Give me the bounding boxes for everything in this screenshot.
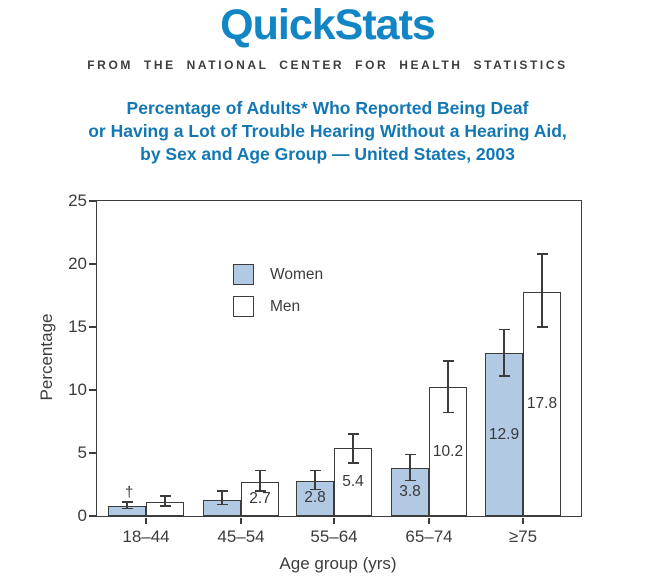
x-category-label-3: 65–74 (405, 527, 453, 546)
bar-value-label-women-3: 3.8 (399, 483, 421, 501)
y-tick-label-10: 10 (68, 380, 87, 399)
y-tick-mark-10 (89, 389, 96, 391)
x-tick-mark-4 (522, 517, 524, 524)
x-tick-mark-3 (428, 517, 430, 524)
y-tick-label-25: 25 (68, 191, 87, 210)
x-category-label-2: 55–64 (310, 527, 358, 546)
quickstats-wordmark: QuickStats (220, 1, 436, 49)
error-cap-top-men-0 (159, 495, 171, 497)
error-cap-top-men-4 (536, 253, 548, 255)
y-tick-label-5: 5 (77, 443, 87, 462)
y-tick-mark-15 (89, 326, 96, 328)
bar-value-label-women-4: 12.9 (488, 425, 520, 443)
error-bar-men-4 (541, 253, 543, 327)
y-tick-label-15: 15 (68, 317, 87, 336)
figure-title: Percentage of Adults* Who Reported Being… (0, 97, 655, 166)
x-tick-mark-1 (240, 517, 242, 524)
error-cap-bottom-men-4 (536, 326, 548, 328)
legend-item-women: Women (233, 264, 323, 285)
plot-area: Women Men 0 5 10 15 20 25 18–44 45–54 55–64 65–74… (68, 191, 582, 546)
bar-value-label-women-2: 2.8 (304, 489, 326, 507)
error-cap-bottom-women-2 (309, 488, 321, 491)
error-bar-men-0 (164, 495, 166, 506)
nchs-tagline: FROM THE NATIONAL CENTER FOR HEALTH STAT… (87, 58, 568, 72)
figure-title-line1: Percentage of Adults* Who Reported Being… (126, 98, 529, 118)
x-axis-title: Age group (yrs) (279, 554, 397, 573)
y-tick-mark-5 (89, 452, 96, 454)
x-category-label-1: 45–54 (217, 527, 265, 546)
y-tick-label-0: 0 (77, 506, 87, 525)
error-cap-top-women-4 (498, 328, 510, 331)
women-swatch-icon (233, 264, 254, 285)
error-bar-women-4 (503, 329, 505, 377)
error-cap-bottom-men-2 (347, 462, 359, 464)
bar-men-4 (523, 291, 561, 516)
legend: Women Men (233, 264, 323, 328)
error-bar-men-3 (447, 361, 449, 413)
legend-label-women: Women (270, 265, 324, 283)
bar-value-label-men-1: 2.7 (249, 489, 271, 507)
error-bar-women-1 (221, 490, 223, 505)
error-cap-bottom-women-0 (121, 507, 133, 510)
bar-men-3 (429, 387, 467, 516)
y-tick-mark-0 (89, 515, 96, 517)
error-cap-top-men-1 (254, 469, 266, 472)
error-cap-bottom-men-0 (159, 505, 171, 507)
error-cap-bottom-women-3 (404, 479, 416, 482)
bar-value-label-men-2: 5.4 (342, 472, 364, 490)
error-cap-top-men-2 (347, 433, 359, 435)
y-tick-mark-20 (89, 263, 96, 265)
x-category-label-4: ≥75 (508, 527, 538, 546)
x-tick-mark-0 (145, 517, 147, 524)
error-cap-bottom-women-4 (498, 375, 510, 377)
error-cap-bottom-men-1 (254, 490, 266, 492)
bar-value-label-men-3: 10.2 (432, 442, 464, 460)
error-bar-men-2 (352, 434, 354, 464)
error-cap-bottom-men-3 (442, 411, 454, 414)
error-bar-men-1 (259, 470, 261, 491)
error-cap-bottom-women-1 (216, 503, 228, 506)
error-bar-women-3 (409, 454, 411, 481)
error-cap-top-women-1 (216, 490, 228, 492)
figure-title-line3: by Sex and Age Group — United States, 20… (140, 144, 515, 164)
error-cap-top-women-2 (309, 469, 321, 472)
y-tick-label-20: 20 (68, 254, 87, 273)
bar-value-label-men-4: 17.8 (526, 394, 558, 412)
men-swatch-icon (233, 296, 254, 317)
bar-women-4 (485, 353, 523, 516)
y-tick-mark-25 (89, 200, 96, 202)
x-category-label-0: 18–44 (122, 527, 170, 546)
legend-item-men: Men (233, 296, 323, 317)
x-tick-mark-2 (333, 517, 335, 524)
legend-label-men: Men (270, 297, 301, 315)
dagger-flag-women-0: † (125, 484, 134, 502)
error-bar-women-0 (126, 502, 128, 509)
error-bar-women-2 (314, 470, 316, 490)
error-cap-top-women-0 (121, 501, 133, 503)
error-cap-top-women-3 (404, 453, 416, 455)
error-cap-top-men-3 (442, 360, 454, 362)
figure-title-line2: or Having a Lot of Trouble Hearing Witho… (88, 121, 567, 141)
